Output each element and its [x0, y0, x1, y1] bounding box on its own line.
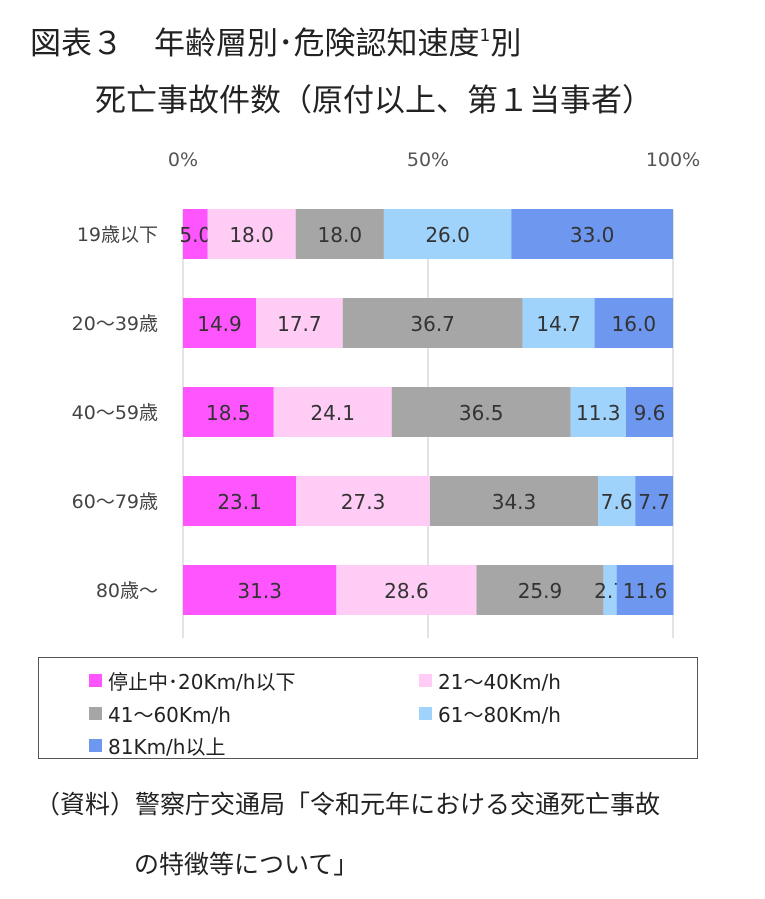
- legend-label: 21～40Km/h: [438, 670, 561, 694]
- legend-swatch: [419, 674, 432, 687]
- category-label: 40～59歳: [72, 402, 158, 424]
- bar-segment: [295, 209, 384, 259]
- data-label: 7.7: [638, 490, 670, 514]
- title-main: 図表３ 年齢層別･危険認知速度: [30, 26, 480, 62]
- legend-item-speed-0-20: 停止中･20Km/h以下: [89, 666, 295, 695]
- data-label: 33.0: [570, 223, 615, 247]
- data-label: 36.5: [459, 401, 504, 425]
- bar-segment: [476, 565, 604, 615]
- bar-segment: [183, 209, 208, 259]
- data-label: 17.7: [277, 312, 322, 336]
- legend-item-speed-61-80: 61～80Km/h: [419, 699, 561, 728]
- bar-segment: [342, 298, 523, 348]
- bar-segment: [594, 298, 673, 348]
- data-label: 18.5: [206, 401, 251, 425]
- data-label: 34.3: [492, 490, 537, 514]
- data-label: 11.3: [576, 401, 621, 425]
- legend-swatch: [419, 707, 432, 720]
- bar-segment: [598, 476, 636, 526]
- bar-segment: [616, 565, 674, 615]
- data-label: 14.7: [536, 312, 581, 336]
- data-label: 14.9: [197, 312, 242, 336]
- category-label: 20～39歳: [72, 313, 158, 335]
- bar-segment: [183, 565, 337, 615]
- bar-segment: [511, 209, 673, 259]
- legend-label: 61～80Km/h: [438, 703, 561, 727]
- source-note-line1: （資料）警察庁交通局「令和元年における交通死亡事故: [35, 790, 661, 819]
- bar-segment: [183, 387, 274, 437]
- title-footnote-marker: 1: [479, 26, 491, 46]
- data-label: 18.0: [318, 223, 363, 247]
- legend-label: 41～60Km/h: [108, 703, 231, 727]
- bar-segment: [391, 387, 571, 437]
- bar-segment: [429, 476, 599, 526]
- data-label: 25.9: [518, 579, 563, 603]
- bar-segment: [296, 476, 430, 526]
- legend: 停止中･20Km/h以下 21～40Km/h 41～60Km/h 61～80Km…: [38, 657, 698, 759]
- legend-label: 停止中･20Km/h以下: [108, 670, 296, 694]
- bar-segment: [336, 565, 477, 615]
- legend-item-speed-81-plus: 81Km/h以上: [89, 731, 225, 760]
- data-label: 27.3: [341, 490, 386, 514]
- bar-segment: [625, 387, 673, 437]
- x-tick-label: 50%: [407, 149, 449, 171]
- bar-segment: [256, 298, 343, 348]
- legend-item-speed-21-40: 21～40Km/h: [419, 666, 561, 695]
- legend-item-speed-41-60: 41～60Km/h: [89, 699, 231, 728]
- bar-segment: [570, 387, 626, 437]
- bar-segment: [383, 209, 512, 259]
- data-label: 11.6: [623, 579, 668, 603]
- legend-label: 81Km/h以上: [108, 735, 226, 759]
- x-tick-label: 0%: [168, 149, 198, 171]
- chart-title-line1: 図表３ 年齢層別･危険認知速度1別: [30, 18, 521, 63]
- bar-segment: [183, 298, 257, 348]
- category-label: 19歳以下: [77, 224, 158, 246]
- data-label: 31.3: [237, 579, 282, 603]
- legend-swatch: [89, 739, 102, 752]
- x-tick-label: 100%: [646, 149, 700, 171]
- bar-segment: [207, 209, 296, 259]
- data-label: 18.0: [229, 223, 274, 247]
- data-label: 28.6: [384, 579, 429, 603]
- bar-segment: [635, 476, 673, 526]
- data-label: 5.0: [179, 223, 211, 247]
- bar-segment: [183, 476, 297, 526]
- data-label: 16.0: [612, 312, 657, 336]
- data-label: 36.7: [410, 312, 455, 336]
- legend-swatch: [89, 707, 102, 720]
- category-label: 60～79歳: [72, 491, 158, 513]
- data-label: 7.6: [601, 490, 633, 514]
- legend-swatch: [89, 674, 102, 687]
- data-label: 24.1: [310, 401, 355, 425]
- bar-segment: [273, 387, 392, 437]
- chart-title-line2: 死亡事故件数（原付以上、第１当事者）: [95, 83, 653, 119]
- data-label: 9.6: [634, 401, 666, 425]
- stacked-bar-chart: 0% 50% 100% 19歳以下 5.0 18.0 18.0 26.0 33.0 20～39歳 1…: [72, 149, 700, 638]
- source-note-line2: の特徴等について」: [134, 850, 359, 879]
- title-tail: 別: [490, 26, 522, 62]
- data-label: 26.0: [425, 223, 470, 247]
- bar-segment: [603, 565, 617, 615]
- data-label: 23.1: [217, 490, 262, 514]
- bar-segment: [522, 298, 595, 348]
- category-label: 80歳～: [96, 580, 158, 602]
